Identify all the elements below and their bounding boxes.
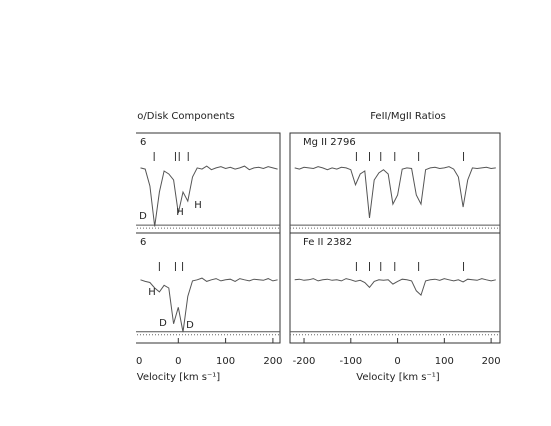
x-tick-label: -200 [293, 356, 316, 367]
spectrum [294, 278, 496, 296]
panel-title: o/Disk Components [137, 111, 234, 122]
panel-label: 6 [140, 237, 146, 248]
annotation: D [186, 320, 194, 331]
panel-frame [136, 232, 281, 344]
annotation: H [194, 200, 202, 211]
x-tick-label: 100 [216, 356, 235, 367]
x-tick-label: -100 [339, 356, 362, 367]
panel-title: FeII/MgII Ratios [370, 111, 446, 122]
annotation: D [139, 211, 147, 222]
x-tick-label: 200 [482, 356, 501, 367]
x-tick-label: 200 [263, 356, 282, 367]
spectrum [140, 165, 278, 227]
x-tick-label: 0 [394, 356, 400, 367]
x-tick-label: 0 [175, 356, 181, 367]
annotation: H [176, 207, 184, 218]
panel-frame [289, 232, 501, 344]
panel-label: Mg II 2796 [303, 137, 356, 148]
x-axis-label: Velocity [km s⁻¹] [356, 372, 440, 383]
x-axis-label: Velocity [km s⁻¹] [137, 372, 221, 383]
spectrum [140, 277, 278, 333]
annotation: D [159, 318, 167, 329]
panel-label: Fe II 2382 [303, 237, 352, 248]
spectrum [294, 166, 496, 218]
panel-label: 6 [140, 137, 146, 148]
x-tick-label: -100 [120, 356, 143, 367]
x-tick-label: 100 [435, 356, 454, 367]
annotation: H [148, 287, 156, 298]
